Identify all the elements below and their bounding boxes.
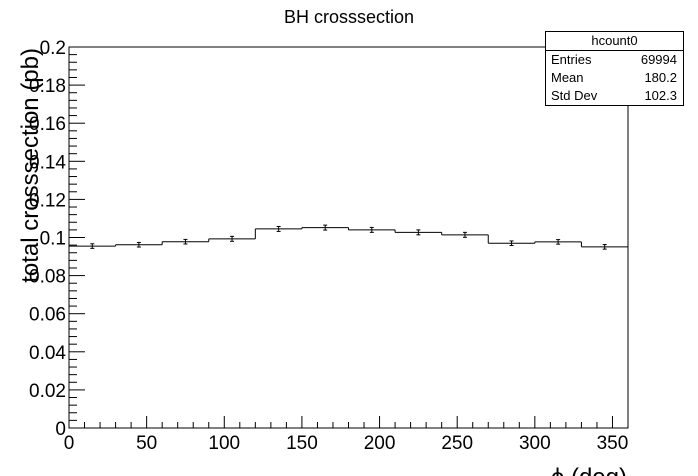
- x-tick-label: 300: [519, 433, 551, 454]
- y-tick-label: 0.08: [29, 267, 66, 288]
- stats-value: 180.2: [644, 70, 677, 85]
- x-tick-label: 50: [136, 433, 157, 454]
- y-axis-label: total crosssection (pb): [17, 48, 44, 283]
- stats-value: 69994: [640, 52, 677, 67]
- stats-title: hcount0: [546, 32, 683, 51]
- y-tick-label: 0.14: [29, 152, 66, 173]
- axis-ticks: [68, 46, 629, 429]
- histogram-bins: [69, 224, 628, 250]
- stats-label: Std Dev: [551, 88, 598, 103]
- stats-row-entries: Entries 69994: [546, 51, 683, 69]
- stats-label: Mean: [551, 70, 584, 85]
- y-tick-label: 0: [55, 419, 66, 440]
- x-tick-label: 150: [286, 433, 318, 454]
- x-tick-label: 200: [364, 433, 396, 454]
- chart-title: BH crosssection: [284, 7, 414, 27]
- y-tick-labels: 0 0.02 0.04 0.06 0.08 0.1 0.12 0.14 0.16 0.18 0.2: [29, 38, 66, 440]
- x-tick-label: 250: [441, 433, 473, 454]
- stats-label: Entries: [551, 52, 592, 67]
- y-tick-label: 0.16: [29, 114, 66, 135]
- x-axis-label: ϕ (deg): [551, 464, 627, 476]
- y-tick-label: 0.06: [29, 305, 66, 326]
- x-tick-label: 100: [208, 433, 240, 454]
- y-tick-label: 0.1: [40, 229, 66, 250]
- x-tick-label: 350: [597, 433, 629, 454]
- y-tick-label: 0.02: [29, 381, 66, 402]
- x-tick-label: 0: [64, 433, 75, 454]
- y-tick-label: 0.18: [29, 76, 66, 97]
- stats-value: 102.3: [644, 88, 677, 103]
- y-tick-label: 0.04: [29, 343, 66, 364]
- y-tick-label: 0.12: [29, 190, 66, 211]
- stats-box: hcount0 Entries 69994 Mean 180.2 Std Dev…: [545, 31, 684, 106]
- y-tick-label: 0.2: [40, 38, 66, 59]
- stats-row-std-dev: Std Dev 102.3: [546, 87, 683, 105]
- x-tick-labels: 0 50 100 150 200 250 300 350: [64, 433, 629, 454]
- stats-row-mean: Mean 180.2: [546, 69, 683, 87]
